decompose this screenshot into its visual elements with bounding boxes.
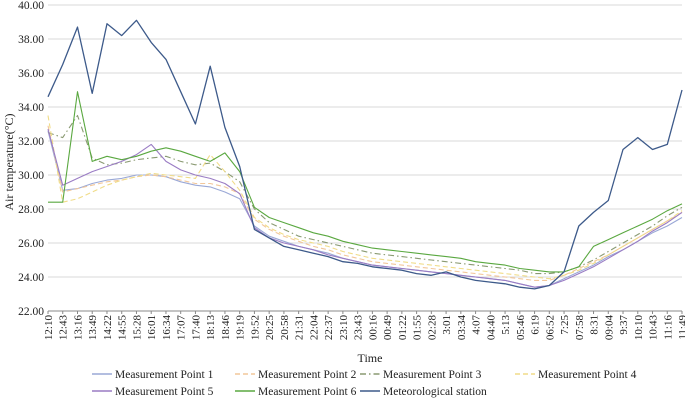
y-tick-label: 30.00 (18, 170, 44, 182)
x-tick-label: 05:46 (515, 315, 527, 341)
x-tick-label: 14:22 (102, 315, 114, 340)
x-tick-label: 22:04 (308, 315, 320, 341)
x-tick-label: 02:28 (426, 315, 438, 341)
x-tick-label: 10:43 (648, 315, 660, 341)
x-tick-label: 23:10 (338, 315, 350, 341)
x-tick-label: 06:52 (544, 315, 556, 340)
y-tick-label: 24.00 (18, 272, 44, 284)
legend-label: Meteorological station (383, 386, 487, 398)
x-tick-label: 04:40 (485, 315, 497, 341)
x-tick-label: 11:49 (677, 315, 685, 340)
y-tick-label: 22.00 (18, 306, 44, 318)
x-tick-label: 03:34 (456, 315, 468, 341)
y-tick-label: 28.00 (18, 204, 44, 216)
series-line-meteorological-station (47, 19, 683, 290)
x-tick-label: 20:58 (279, 315, 291, 341)
legend-item: Measurement Point 3 (360, 369, 482, 381)
x-tick-label: 00:16 (367, 315, 379, 341)
x-tick-label: 16:34 (161, 315, 173, 341)
x-axis-label: Time (358, 351, 383, 365)
x-tick-label: 22:37 (323, 315, 335, 341)
axes (47, 310, 683, 314)
series-line-measurement-point-3 (47, 114, 683, 275)
legend-item: Measurement Point 5 (92, 386, 214, 398)
x-tick-label: 13:49 (87, 315, 99, 341)
legend-label: Measurement Point 2 (258, 369, 357, 381)
legend-label: Measurement Point 3 (383, 369, 482, 381)
x-tick-label: 12:10 (43, 315, 55, 341)
x-tick-label: 14:55 (117, 315, 129, 341)
x-tick-label: 01:22 (397, 315, 409, 340)
gridlines (48, 4, 682, 312)
x-tick-label: 18:46 (220, 315, 232, 341)
x-tick-label: 17:07 (176, 315, 188, 341)
x-tick-label: 7:25 (559, 315, 571, 335)
x-tick-label: 11:16 (662, 315, 674, 340)
legend-item: Measurement Point 6 (235, 386, 357, 398)
x-tick-label: 8:31 (589, 315, 601, 335)
legend-item: Measurement Point 2 (235, 369, 357, 381)
x-tick-label: 6:19 (530, 315, 542, 335)
y-tick-label: 40.00 (18, 0, 44, 12)
x-tick-label: 07:58 (574, 315, 586, 341)
x-tick-label: 21:31 (294, 315, 306, 340)
x-tick-label: 19:52 (249, 315, 261, 340)
legend-label: Measurement Point 6 (258, 386, 357, 398)
series-line-measurement-point-5 (47, 128, 683, 288)
series-lines (47, 19, 683, 290)
x-tick-label: 01:55 (412, 315, 424, 341)
y-tick-label: 32.00 (18, 136, 44, 148)
series-line-measurement-point-2 (47, 125, 683, 281)
y-tick-label: 34.00 (18, 102, 44, 114)
x-tick-label: 10:10 (633, 315, 645, 341)
x-tick-label: 5:13 (500, 315, 512, 335)
x-tick-label: 19:19 (235, 315, 247, 341)
x-tick-label: 00:49 (382, 315, 394, 341)
x-tick-label: 18:13 (205, 315, 217, 341)
x-tick-label: 16:01 (146, 315, 158, 340)
legend-item: Meteorological station (360, 386, 487, 398)
legend-label: Measurement Point 5 (115, 386, 214, 398)
x-tick-label: 13:16 (72, 315, 84, 341)
series-line-measurement-point-6 (48, 91, 683, 273)
y-tick-label: 26.00 (18, 238, 44, 250)
series-line-measurement-point-4 (47, 115, 683, 280)
legend-label: Measurement Point 1 (115, 369, 214, 381)
y-tick-label: 36.00 (18, 68, 44, 80)
legend-label: Measurement Point 4 (538, 369, 637, 381)
x-tick-label: 9:37 (618, 315, 630, 335)
x-tick-label: 15:28 (131, 315, 143, 341)
x-tick-label: 12:43 (58, 315, 70, 341)
legend-item: Measurement Point 4 (515, 369, 637, 381)
legend: Measurement Point 1 Measurement Point 2 Me… (92, 369, 637, 398)
x-tick-label: 20:25 (264, 315, 276, 341)
x-tick-labels: 12:10 12:43 13:16 13:49 14:22 14:55 15:28 16:01… (43, 315, 685, 341)
y-axis-label: Air temperature(°C) (2, 113, 16, 210)
y-tick-labels: 22.00 24.00 26.00 28.00 30.00 32.00 34.00 36.00… (18, 0, 44, 318)
x-tick-label: 4:07 (471, 315, 483, 335)
x-tick-label: 09:04 (603, 315, 615, 341)
legend-item: Measurement Point 1 (92, 369, 214, 381)
x-tick-label: 17:40 (190, 315, 202, 341)
x-tick-label: 23:43 (353, 315, 365, 341)
x-tick-label: 3:01 (441, 315, 453, 335)
y-tick-label: 38.00 (18, 34, 44, 46)
